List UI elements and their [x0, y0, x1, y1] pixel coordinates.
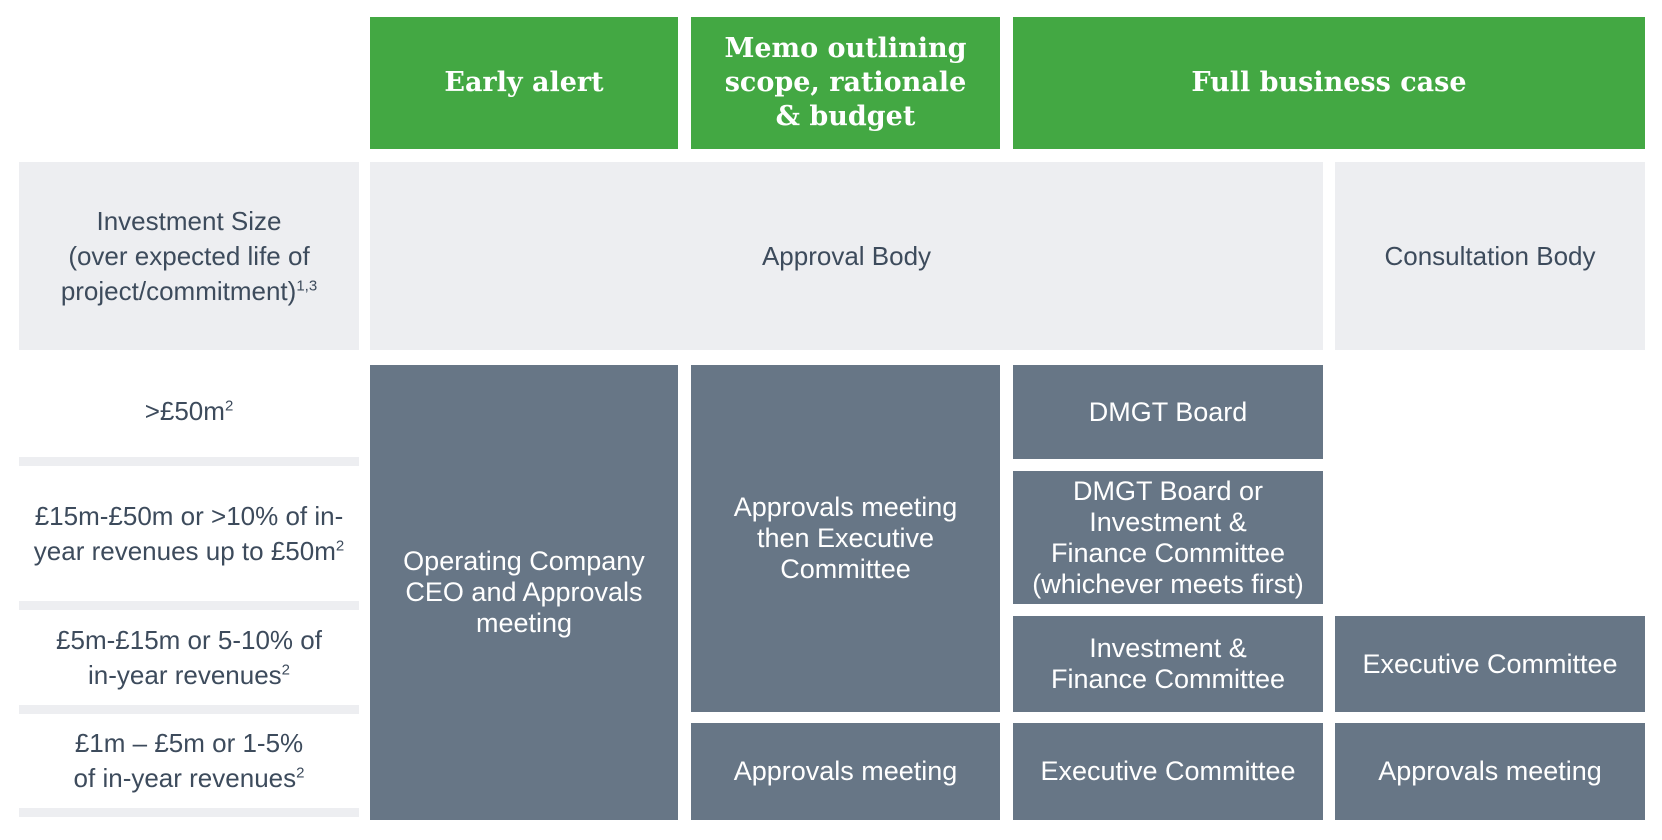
- consultation-body-label: Consultation Body: [1384, 240, 1596, 271]
- cell-operating-company-ceo: Operating Company CEO and Approvals meet…: [370, 365, 678, 820]
- row-label-5m-15m: £5m-£15m or 5-10% of in-year revenues2: [56, 624, 322, 690]
- row-label-over-50m: >£50m2: [144, 395, 234, 426]
- row-label-footnote: 2: [224, 396, 234, 414]
- approval-body-label: Approval Body: [761, 240, 932, 271]
- cell-memo-approvals-then-exec: Approvals meeting then Executive Committ…: [691, 365, 1000, 712]
- investment-size-heading: Investment Size (over expected life of p…: [19, 162, 359, 350]
- cell-consult-executive-committee: Executive Committee: [1335, 616, 1645, 712]
- row-label-footnote: 2: [281, 660, 290, 678]
- investment-size-label: Investment Size (over expected life of p…: [60, 205, 318, 306]
- row-label-15m-50m: £15m-£50m or >10% of in- year revenues u…: [33, 500, 345, 566]
- cell-full-executive-committee: Executive Committee: [1013, 723, 1323, 820]
- header-full-business-case-label: Full business case: [1191, 67, 1467, 98]
- row-divider: [19, 601, 359, 610]
- cell-full-investment-finance: Investment & Finance Committee: [1013, 616, 1323, 712]
- row-divider: [19, 705, 359, 714]
- consultation-body-heading: Consultation Body: [1335, 162, 1645, 350]
- row-label-1m-5m: £1m – £5m or 1-5% of in-year revenues2: [73, 728, 305, 793]
- row-divider: [19, 457, 359, 466]
- header-memo: Memo outlining scope, rationale & budget: [691, 17, 1000, 149]
- header-early-alert: Early alert: [370, 17, 678, 149]
- approval-body-heading: Approval Body: [370, 162, 1323, 350]
- cell-full-dmgt-board-or-ifc: DMGT Board or Investment & Finance Commi…: [1013, 471, 1323, 604]
- row-label-footnote: 2: [335, 536, 345, 554]
- investment-size-footnote: 1,3: [296, 276, 318, 294]
- header-memo-label: Memo outlining scope, rationale & budget: [724, 33, 967, 132]
- cell-memo-approvals-meeting: Approvals meeting: [691, 723, 1000, 820]
- row-label-footnote: 2: [296, 764, 305, 782]
- row-divider: [19, 808, 359, 817]
- header-full-business-case: Full business case: [1013, 17, 1645, 149]
- cell-full-dmgt-board: DMGT Board: [1013, 365, 1323, 459]
- header-early-alert-label: Early alert: [444, 67, 604, 98]
- cell-consult-approvals-meeting: Approvals meeting: [1335, 723, 1645, 820]
